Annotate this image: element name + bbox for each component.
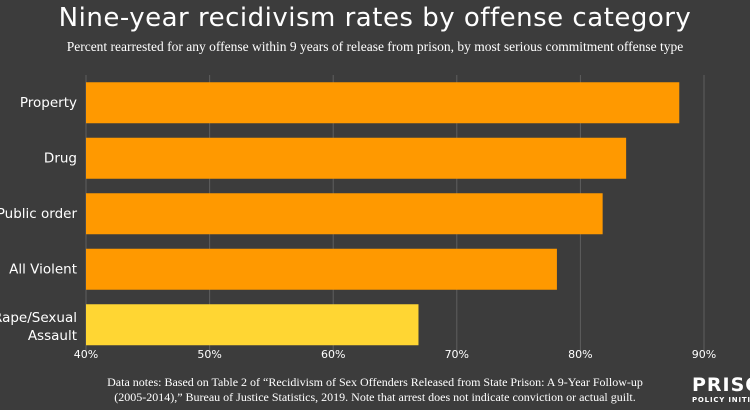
category-label-3: All Violent bbox=[9, 261, 77, 277]
bar-3 bbox=[86, 248, 557, 290]
bar-2 bbox=[86, 193, 603, 235]
x-tick-label-3: 70% bbox=[445, 348, 469, 361]
category-label-4: Rape/Sexual Assault bbox=[0, 310, 77, 344]
prison-policy-initiative-logo: PRISON POLICY INITIATIVE bbox=[692, 376, 750, 410]
category-label-1: Drug bbox=[44, 150, 77, 166]
category-label-2: Public order bbox=[0, 206, 77, 222]
logo-tagline: POLICY INITIATIVE bbox=[692, 396, 750, 404]
bar-4 bbox=[86, 304, 419, 346]
category-label-0: Property bbox=[20, 95, 77, 111]
data-notes: Data notes: Based on Table 2 of “Recidiv… bbox=[0, 375, 750, 405]
x-tick-label-4: 80% bbox=[568, 348, 592, 361]
x-tick-label-2: 60% bbox=[321, 348, 345, 361]
bar-1 bbox=[86, 137, 627, 179]
chart-subtitle: Percent rearrested for any offense withi… bbox=[66, 39, 684, 54]
bar-chart: Property Drug Public order All Violent Rape/… bbox=[0, 75, 716, 361]
x-tick-label-1: 50% bbox=[197, 348, 221, 361]
x-tick-label-0: 40% bbox=[74, 348, 98, 361]
bar-0 bbox=[86, 82, 680, 124]
x-tick-label-5: 90% bbox=[692, 348, 716, 361]
data-notes-line-1: Data notes: Based on Table 2 of “Recidiv… bbox=[107, 375, 643, 389]
logo-wordmark: PRISON bbox=[692, 376, 750, 396]
data-notes-line-2: (2005-2014),” Bureau of Justice Statisti… bbox=[114, 390, 636, 404]
chart-title: Nine-year recidivism rates by offense ca… bbox=[58, 3, 692, 33]
